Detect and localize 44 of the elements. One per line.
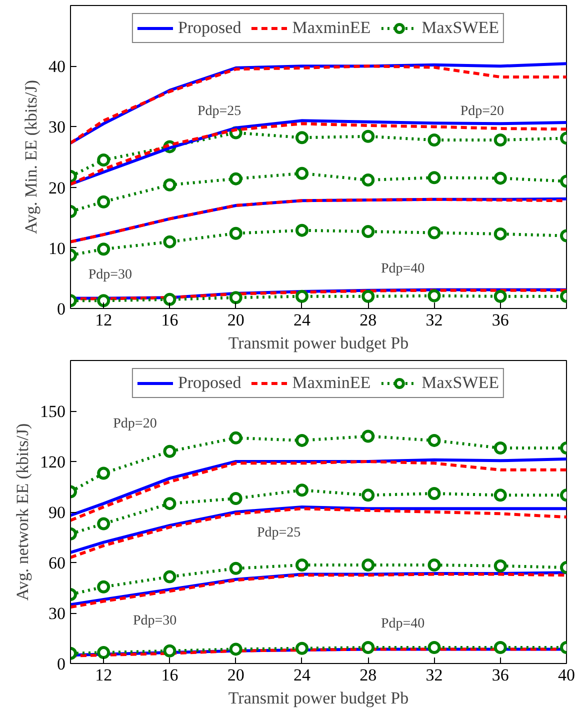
x-tick-label: 20	[227, 666, 244, 684]
y-tick-label: 40	[48, 57, 66, 76]
x-tick-label: 20	[227, 310, 244, 330]
y-tick-label: 30	[48, 118, 66, 137]
x-axis-title: Transmit power budget Pb	[228, 688, 409, 708]
x-axis-title: Transmit power budget Pb	[228, 334, 409, 352]
x-tick-label: 16	[161, 666, 178, 684]
legend-label: Proposed	[178, 18, 242, 38]
x-tick-label: 40	[558, 666, 575, 684]
y-tick-label: 0	[57, 300, 66, 318]
x-tick-label: 12	[95, 310, 112, 330]
y-tick-label: 150	[40, 402, 66, 421]
y-tick-label: 20	[48, 178, 66, 198]
x-tick-label: 32	[426, 666, 443, 684]
x-tick-label: 28	[360, 310, 377, 330]
y-tick-label: 0	[57, 654, 66, 674]
y-axis-title: Avg. Min. EE (kbits/J)	[22, 80, 40, 234]
x-tick-label: 16	[161, 310, 178, 330]
x-tick-label: 36	[492, 310, 509, 330]
annotation: Pdp=40	[380, 262, 425, 277]
y-tick-label: 90	[48, 503, 66, 522]
legend-label: MaxSWEE	[422, 373, 500, 393]
x-tick-label: 28	[360, 666, 377, 684]
annotation: Pdp=20	[113, 416, 157, 432]
x-tick-label: 32	[426, 310, 443, 330]
annotation: Pdp=30	[88, 268, 132, 283]
y-tick-label: 120	[40, 452, 66, 472]
legend-label: Proposed	[178, 373, 242, 393]
x-tick-label: 36	[492, 666, 509, 684]
annotation: Pdp=25	[197, 104, 242, 120]
legend-label: MaxSWEE	[422, 18, 500, 38]
annotation: Pdp=20	[460, 104, 504, 120]
y-tick-label: 60	[48, 554, 66, 572]
legend-label: MaxminEE	[292, 18, 371, 38]
y-tick-label: 10	[48, 238, 66, 258]
x-tick-label: 24	[293, 666, 311, 684]
y-axis-title: Avg. network EE (kbits/J)	[13, 423, 32, 601]
annotation: Pdp=40	[380, 616, 425, 632]
y-tick-label: 30	[48, 604, 66, 623]
legend-label: MaxminEE	[292, 373, 371, 393]
annotation: Pdp=30	[132, 614, 177, 629]
x-tick-label: 24	[293, 310, 311, 330]
annotation: Pdp=25	[256, 526, 301, 541]
x-tick-label: 12	[95, 666, 112, 684]
